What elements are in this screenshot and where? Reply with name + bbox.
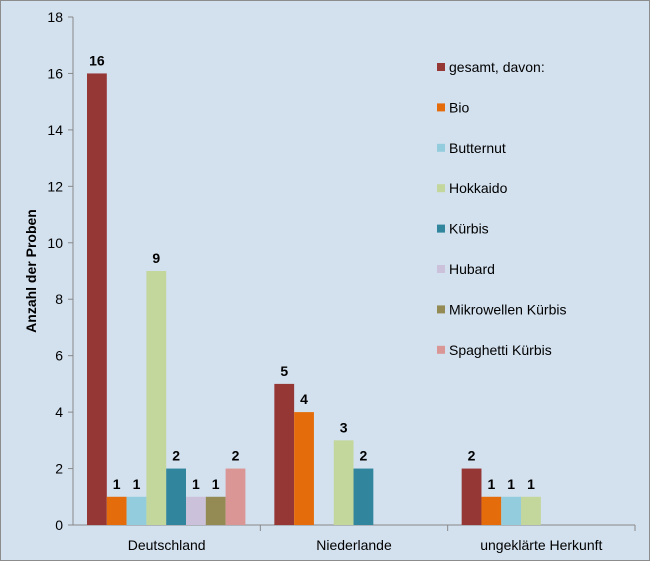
legend-label: Hubard xyxy=(449,261,495,277)
data-label: 1 xyxy=(113,476,121,492)
data-label: 1 xyxy=(527,476,535,492)
bar xyxy=(294,412,314,525)
legend-label: Kürbis xyxy=(449,221,489,237)
y-tick-label: 4 xyxy=(55,404,63,420)
y-tick-label: 10 xyxy=(47,235,63,251)
bar xyxy=(205,496,226,525)
data-label: 2 xyxy=(172,448,180,464)
legend-swatch xyxy=(437,345,445,354)
data-label: 1 xyxy=(133,476,141,492)
data-label: 1 xyxy=(507,476,515,492)
legend-label: Spaghetti Kürbis xyxy=(449,342,552,358)
legend-label: Hokkaido xyxy=(449,180,508,196)
data-label: 4 xyxy=(300,391,308,407)
data-label: 2 xyxy=(468,448,476,464)
legend-swatch xyxy=(437,265,445,273)
data-label: 3 xyxy=(340,419,348,435)
bar xyxy=(186,496,206,525)
bar xyxy=(126,496,147,525)
data-label: 2 xyxy=(232,448,240,464)
bar xyxy=(146,271,167,525)
data-label: 9 xyxy=(152,250,160,266)
bar xyxy=(481,496,502,525)
data-label: 2 xyxy=(360,448,368,464)
y-tick-label: 18 xyxy=(47,9,63,25)
legend-swatch xyxy=(437,143,445,152)
legend-label: Bio xyxy=(449,99,469,115)
legend-label: Butternut xyxy=(449,140,506,156)
y-tick-label: 16 xyxy=(47,65,63,81)
legend-label: Mikrowellen Kürbis xyxy=(449,301,566,317)
bar xyxy=(353,468,374,525)
data-label: 16 xyxy=(89,52,105,68)
legend-swatch xyxy=(437,63,445,71)
y-tick-label: 2 xyxy=(55,461,63,477)
bar xyxy=(225,468,246,525)
bar xyxy=(501,496,522,525)
y-tick-label: 0 xyxy=(55,517,63,533)
data-label: 1 xyxy=(487,476,495,492)
bar xyxy=(333,440,354,525)
y-tick-label: 14 xyxy=(47,122,63,138)
bar xyxy=(274,383,295,525)
legend-swatch xyxy=(437,103,445,112)
bar xyxy=(87,73,107,525)
category-label: Niederlande xyxy=(316,537,392,553)
legend-label: gesamt, davon: xyxy=(449,59,545,75)
legend-swatch xyxy=(437,305,445,314)
category-label: Deutschland xyxy=(128,537,206,553)
y-tick-label: 6 xyxy=(55,348,63,364)
bar xyxy=(461,468,482,525)
category-label: ungeklärte Herkunft xyxy=(480,537,602,553)
y-tick-label: 12 xyxy=(47,178,63,194)
data-label: 1 xyxy=(192,476,200,492)
legend-swatch xyxy=(437,224,445,233)
data-label: 5 xyxy=(280,363,288,379)
y-axis-title: Anzahl der Proben xyxy=(23,209,39,333)
data-label: 1 xyxy=(212,476,220,492)
bar xyxy=(106,496,127,525)
bar xyxy=(166,468,186,525)
bar xyxy=(521,496,541,525)
legend-swatch xyxy=(437,184,445,193)
y-tick-label: 8 xyxy=(55,291,63,307)
